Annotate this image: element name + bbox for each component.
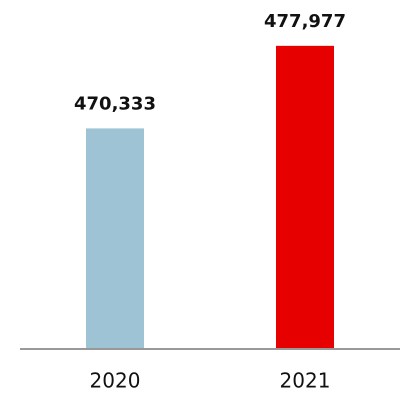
bar (86, 128, 144, 348)
x-tick-label: 2021 (280, 369, 331, 393)
x-tick-label: 2020 (90, 369, 141, 393)
value-label: 477,977 (264, 11, 346, 32)
bar (276, 45, 334, 349)
value-label: 470,333 (74, 93, 156, 114)
